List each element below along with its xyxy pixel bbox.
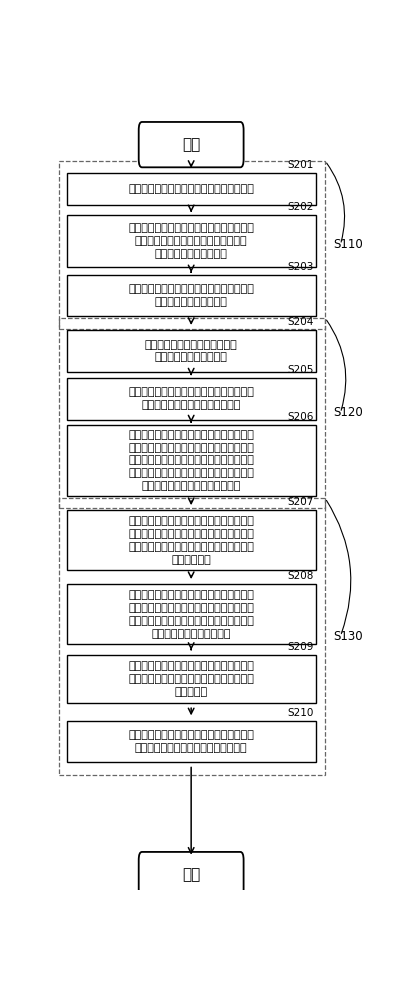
FancyBboxPatch shape [139, 852, 244, 897]
FancyArrowPatch shape [327, 320, 346, 410]
FancyArrowPatch shape [327, 163, 345, 242]
Text: 利用图像处理技术建立针对每个
岩心样品的岩心数字模型: 利用图像处理技术建立针对每个 岩心样品的岩心数字模型 [145, 340, 237, 362]
Text: S209: S209 [288, 642, 314, 652]
Text: S203: S203 [288, 262, 314, 272]
Text: 根据静态声学及电学特征、以及动态声学及
电学特征，确定两种状态间的转换关系: 根据静态声学及电学特征、以及动态声学及 电学特征，确定两种状态间的转换关系 [128, 730, 254, 753]
FancyArrowPatch shape [326, 500, 351, 634]
Text: 确定岩心样品的物理特征，根据待研究区内
不同位置处的岩心物理特征，并结合数字表
征模型，得到待研究区内干热岩体的静态声
学及电学特征: 确定岩心样品的物理特征，根据待研究区内 不同位置处的岩心物理特征，并结合数字表 … [128, 516, 254, 565]
Text: S120: S120 [333, 406, 363, 419]
Bar [67, 330, 316, 372]
Text: 根据静态声学及电学特征、以及不同压裂施
工阶段下的地球物理测井资料，得到待研究
区干热岩体在不同温度和压力场耦合变化条
件下的动态声学及电学特征: 根据静态声学及电学特征、以及不同压裂施 工阶段下的地球物理测井资料，得到待研究 … [128, 590, 254, 639]
Text: S130: S130 [333, 630, 363, 643]
Bar [59, 161, 325, 329]
Bar [59, 318, 325, 508]
Bar [67, 655, 316, 703]
Text: 结束: 结束 [182, 867, 200, 882]
Text: 开始: 开始 [182, 137, 200, 152]
Text: 选取待研究区域内的不同位置处的岩心样品: 选取待研究区域内的不同位置处的岩心样品 [128, 184, 254, 194]
Bar [67, 378, 316, 420]
Bar [67, 584, 316, 644]
Bar [67, 510, 316, 570]
Text: S202: S202 [288, 202, 314, 212]
Bar [67, 275, 316, 316]
Text: 根据不同的矿物及元素组分，建立针对每种
矿物的矿物特性变化特征: 根据不同的矿物及元素组分，建立针对每种 矿物的矿物特性变化特征 [128, 284, 254, 307]
Text: 根据不同岩心样品对应的岩心数字模型，扩
展出针对待研究区的区域数字模型: 根据不同岩心样品对应的岩心数字模型，扩 展出针对待研究区的区域数字模型 [128, 387, 254, 410]
Text: S201: S201 [288, 160, 314, 170]
Bar [67, 173, 316, 205]
Text: S204: S204 [288, 317, 314, 327]
Bar [67, 215, 316, 267]
Bar [59, 498, 325, 774]
Bar [67, 425, 316, 496]
Text: S206: S206 [288, 412, 314, 422]
Text: S110: S110 [333, 238, 363, 251]
Text: 根据静态的声学及电学特征、以及动态的声
学及电学特征，得到用于描述干热岩体储热
参数的模型: 根据静态的声学及电学特征、以及动态的声 学及电学特征，得到用于描述干热岩体储热 … [128, 661, 254, 697]
Text: S205: S205 [288, 365, 314, 375]
Text: 基于待研究区内地层温度分布情况以及待研
究区内地层压力分布情况，将每种微观矿物
对应的特定温度和压力条件下的矿物特性变
化特征，分别写入区域数字模型内相应的岩
: 基于待研究区内地层温度分布情况以及待研 究区内地层压力分布情况，将每种微观矿物 … [128, 430, 254, 491]
Text: S207: S207 [288, 497, 314, 507]
Text: S210: S210 [288, 708, 314, 718]
Text: 对已选取的每种岩心样品进行室内实验分析
，并根据室内实验分析结果，分析每种
岩心样品的微观组分特征: 对已选取的每种岩心样品进行室内实验分析 ，并根据室内实验分析结果，分析每种 岩心… [128, 223, 254, 259]
Text: S208: S208 [288, 571, 314, 581]
FancyBboxPatch shape [139, 122, 244, 167]
Bar [67, 721, 316, 762]
